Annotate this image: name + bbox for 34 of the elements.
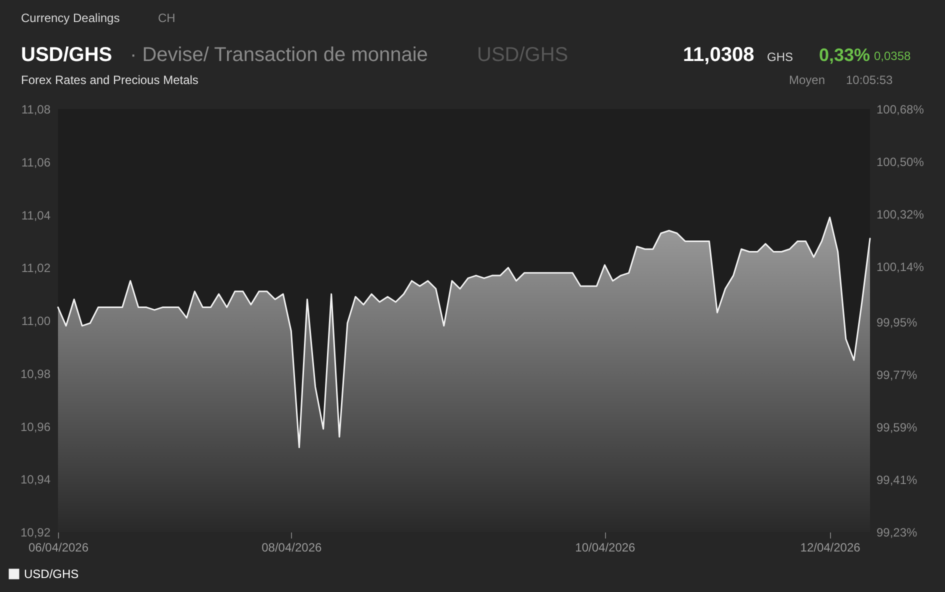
text: 0,0358 (874, 49, 911, 63)
text: · Devise/ Transaction de monnaie (130, 44, 428, 66)
y2-tick-label: 100,32% (876, 208, 924, 222)
y2-tick-label: 99,95% (876, 315, 918, 330)
text: Moyen (789, 73, 826, 87)
x-tick-label: 10/04/2026 (575, 540, 636, 554)
legend-label: USD/GHS (24, 567, 79, 581)
text: 11,0308 (683, 44, 754, 66)
y2-tick-label: 99,23% (876, 526, 918, 540)
x-tick-label: 06/04/2026 (28, 540, 89, 554)
y-tick-label: 11,04 (21, 208, 51, 222)
y2-tick-label: 99,59% (876, 420, 918, 434)
chart-title: USD/GHS (21, 44, 112, 66)
chart-subtitle: Forex Rates and Precious Metals (21, 73, 198, 87)
y2-tick-label: 99,77% (876, 368, 918, 382)
y-tick-label: 11,00 (21, 314, 51, 328)
text: GHS (767, 50, 794, 64)
y-tick-label: 11,02 (21, 261, 51, 276)
y2-tick-label: 100,14% (876, 260, 924, 274)
text: Currency Dealings (21, 11, 120, 25)
y-tick-label: 10,96 (20, 420, 51, 434)
y2-tick-label: 100,68% (876, 102, 924, 116)
x-tick-label: 12/04/2026 (800, 540, 861, 554)
text: CH (158, 11, 176, 25)
y2-tick-label: 99,41% (876, 472, 918, 487)
y-tick-label: 10,92 (20, 526, 51, 540)
y-tick-label: 10,94 (20, 472, 51, 487)
y-tick-label: 10,98 (20, 366, 51, 381)
y2-tick-label: 100,50% (876, 155, 924, 170)
text: 0,33% (819, 45, 870, 65)
x-tick-label: 08/04/2026 (262, 540, 322, 554)
text: 10:05:53 (846, 73, 893, 87)
y-tick-label: 11,08 (21, 102, 51, 116)
y-tick-label: 11,06 (21, 155, 51, 170)
